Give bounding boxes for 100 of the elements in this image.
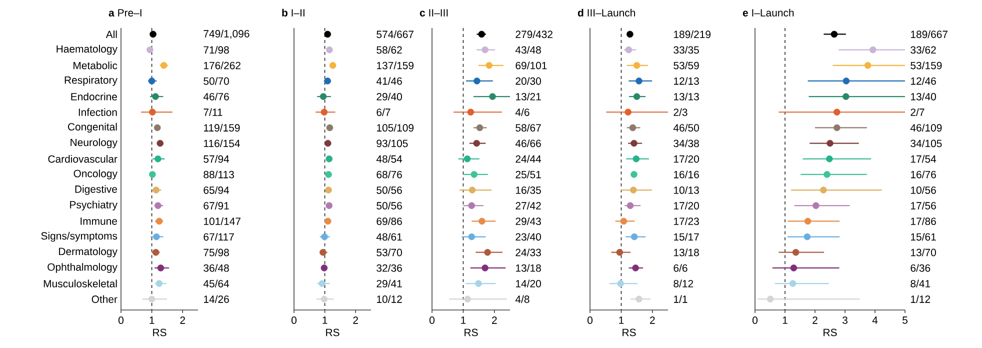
y-tick-label: Infection [78, 108, 117, 116]
text: 12/13 [674, 77, 699, 85]
text: 6/6 [674, 264, 688, 272]
y-tick-label: Psychiatry [70, 200, 118, 210]
text: 27/42 [516, 202, 541, 210]
text: 4/6 [515, 108, 530, 116]
text: 10/13 [674, 186, 699, 194]
text: 20/30 [516, 77, 541, 85]
text: 13/21 [516, 92, 541, 100]
text: 13/13 [674, 92, 699, 100]
text: 17/86 [911, 217, 936, 226]
chart-title: a Pre–I [108, 9, 142, 17]
text: 34/105 [910, 139, 942, 148]
text: 50/70 [204, 77, 229, 85]
x-tick-label: 1 [461, 316, 466, 324]
x-tick-label: 0 [292, 316, 297, 324]
y-tick-label: Musculoskeletal [44, 280, 117, 288]
text: 101/147 [204, 217, 240, 226]
text: 23/40 [516, 232, 541, 241]
y-tick-label: Congenital [68, 122, 117, 133]
x-axis-title: RS [622, 328, 636, 336]
x-tick-label: 0 [430, 316, 435, 324]
text: 33/35 [674, 46, 699, 54]
x-tick-label: 5 [902, 316, 908, 324]
text: 67/117 [204, 232, 234, 241]
text: 189/667 [911, 30, 948, 38]
x-tick-label: 2 [353, 316, 358, 324]
text: 46/50 [673, 124, 699, 132]
text: 1/12 [911, 295, 930, 303]
y-tick-label: Metabolic [74, 62, 118, 70]
text: 50/56 [376, 186, 402, 194]
text: 6/36 [910, 264, 930, 272]
text: 65/94 [204, 186, 230, 194]
text: 24/33 [516, 248, 541, 256]
text: 1/1 [674, 295, 688, 303]
text: 71/98 [204, 46, 229, 54]
y-tick-label: Ophthalmology [48, 263, 118, 273]
x-tick-label: 1 [322, 316, 328, 324]
text: 58/62 [376, 46, 402, 54]
x-axis-title: RS [153, 328, 166, 336]
y-tick-label: Neurology [70, 138, 118, 148]
chart-title: b I–II [282, 8, 304, 17]
text: 14/20 [516, 280, 541, 288]
text: 45/64 [203, 280, 230, 288]
text: 279/432 [516, 30, 552, 38]
text: 15/61 [911, 232, 936, 241]
text: 48/61 [376, 232, 402, 241]
x-tick-label: 0 [588, 316, 593, 324]
text: 69/101 [516, 62, 547, 70]
text: 43/48 [515, 46, 541, 54]
text: 574/667 [376, 30, 414, 38]
y-tick-label: Respiratory [64, 76, 118, 86]
text: 2/7 [910, 108, 924, 116]
text: 13/18 [516, 264, 541, 272]
text: 13/70 [911, 248, 936, 256]
text: 29/43 [516, 217, 541, 226]
x-tick-label: 0 [752, 316, 758, 324]
text: 4/8 [515, 295, 530, 303]
text: 41/46 [376, 77, 402, 85]
text: 53/159 [910, 62, 942, 70]
text: 32/36 [376, 264, 402, 272]
x-axis-title: RS [824, 328, 837, 336]
text: 33/62 [910, 46, 936, 54]
x-axis-title: RS [326, 328, 340, 336]
text: 75/98 [204, 248, 229, 256]
text: 16/76 [911, 170, 936, 178]
text: 46/76 [203, 92, 229, 100]
x-tick-label: 2 [650, 316, 655, 324]
text: 24/44 [516, 155, 542, 163]
y-tick-label: Other [92, 295, 118, 303]
text: 50/56 [376, 202, 402, 210]
text: 17/56 [911, 202, 936, 210]
text: 17/20 [674, 202, 699, 210]
text: 6/7 [376, 108, 390, 116]
text: 57/94 [204, 155, 230, 163]
text: 53/59 [674, 62, 699, 70]
text: 10/12 [377, 295, 402, 303]
text: 137/159 [377, 62, 414, 70]
x-tick-label: 2 [812, 316, 818, 324]
text: 58/67 [516, 124, 541, 132]
text: 189/219 [674, 30, 711, 38]
y-tick-label: Haematology [56, 44, 118, 55]
text: 53/70 [376, 248, 402, 256]
text: 8/41 [910, 280, 930, 288]
text: 93/105 [376, 139, 408, 148]
text: 13/40 [911, 92, 936, 100]
text: 68/76 [376, 170, 402, 178]
chart-title: c II–III [420, 9, 448, 17]
y-tick-label: Digestive [75, 185, 118, 195]
x-tick-label: 2 [492, 316, 497, 324]
y-tick-label: Immune [80, 218, 118, 225]
text: 2/3 [674, 108, 688, 116]
text: 13/18 [674, 248, 699, 256]
y-tick-label: All [106, 30, 117, 38]
x-tick-label: 4 [872, 316, 878, 324]
x-tick-label: 2 [180, 316, 185, 324]
text: 17/20 [674, 155, 699, 163]
x-tick-label: 1 [150, 316, 154, 324]
y-tick-label: Cardiovascular [48, 155, 118, 163]
text: 67/91 [204, 202, 229, 210]
